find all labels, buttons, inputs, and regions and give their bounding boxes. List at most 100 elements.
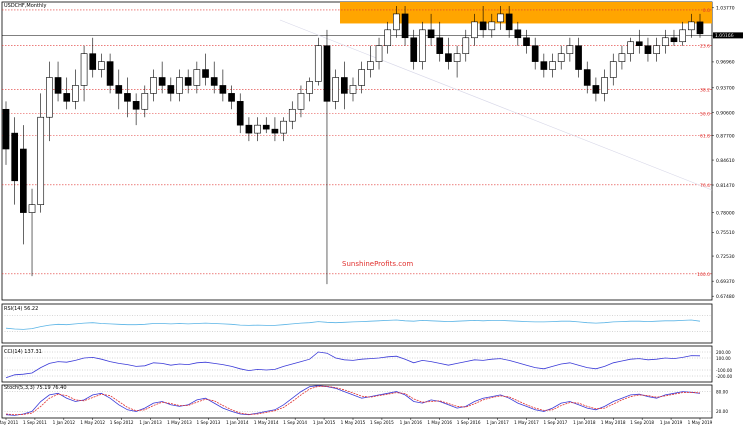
candle-bearish <box>340 77 348 94</box>
candle-bearish <box>63 93 71 102</box>
x-tick-label: 1 Sep 2012 <box>110 420 134 425</box>
x-tick-label: 1 Jan 2019 <box>660 420 683 425</box>
candle-bullish <box>280 120 287 134</box>
candle-bearish <box>106 61 114 86</box>
candle-bullish <box>193 69 201 86</box>
candle-bearish <box>592 85 600 94</box>
rsi-series-line <box>5 319 701 330</box>
candle-bearish <box>540 61 548 70</box>
candle-bearish <box>89 53 97 70</box>
candle-bullish <box>358 69 366 86</box>
candle-bullish <box>72 85 79 102</box>
y-tick-label: 0.72530 <box>716 254 735 260</box>
candle-bullish <box>349 85 357 94</box>
stoch-tick-label: 20.00 <box>716 409 728 414</box>
y-tick-label: 1.00230 <box>716 34 735 40</box>
candle-bearish <box>202 69 209 78</box>
candle-bearish <box>54 77 62 94</box>
x-tick-label: 1 Sep 2017 <box>543 420 567 425</box>
x-tick-label: 1 Jan 2013 <box>139 420 162 425</box>
candle-bullish <box>254 124 261 134</box>
candle-bullish <box>80 53 88 86</box>
cci-tick-label: 200.00 <box>716 350 731 355</box>
candle-bullish <box>488 21 496 31</box>
candle-bearish <box>228 93 235 102</box>
candle-bearish <box>514 29 522 39</box>
x-tick-label: 1 May 2019 <box>688 420 713 425</box>
x-tick-label: 1 May 2012 <box>80 420 105 425</box>
candle-bullish <box>627 41 634 54</box>
candle-bearish <box>219 85 227 94</box>
candle-bullish <box>471 21 478 39</box>
candle-bullish <box>601 77 608 94</box>
candle-bullish <box>566 45 574 54</box>
x-tick-label: 1 Jan 2015 <box>313 420 336 425</box>
candle-bullish <box>384 29 392 47</box>
stoch-tick-label: 80.00 <box>716 389 728 394</box>
y-tick-label: 0.96960 <box>716 60 735 66</box>
candle-bullish <box>393 13 400 31</box>
candle-bullish <box>314 45 322 82</box>
cci-tick-label: 100.00 <box>716 356 731 361</box>
candle-bearish <box>583 69 591 86</box>
x-tick-label: 1 May 2014 <box>254 420 279 425</box>
cci-title: CCI(14) 137.31 <box>4 349 42 355</box>
candle-bearish <box>696 21 704 35</box>
candle-bearish <box>158 77 166 86</box>
candle-bearish <box>505 13 513 31</box>
candle-bearish <box>644 45 652 54</box>
cci-tick-label: -100.00 <box>716 368 732 373</box>
y-tick-label: 0.78000 <box>716 210 735 216</box>
candle-bearish <box>323 45 331 102</box>
x-tick-label: 1 Jan 2012 <box>53 420 76 425</box>
x-tick-label: 1 May 2011 <box>0 420 19 425</box>
x-tick-label: 1 Jan 2018 <box>573 420 596 425</box>
x-tick-label: 1 May 2018 <box>601 420 626 425</box>
x-tick-label: 1 Jan 2014 <box>226 420 249 425</box>
y-tick-label: 0.69370 <box>716 279 735 285</box>
candle-bearish <box>124 93 131 102</box>
candle-bullish <box>653 45 660 54</box>
cci-panel-frame <box>1 345 713 383</box>
candle-bearish <box>236 101 244 126</box>
candle-bullish <box>609 61 617 78</box>
cci-tick-label: -200.00 <box>716 374 732 379</box>
candle-bullish <box>679 29 686 43</box>
candle-bearish <box>575 45 582 70</box>
y-tick-label: 1.03770 <box>716 6 735 12</box>
x-tick-label: 1 Sep 2018 <box>630 420 654 425</box>
fib-level-label: 38.2 <box>700 87 710 93</box>
candle-bullish <box>687 21 695 31</box>
fib-level-label: 61.8 <box>700 134 710 140</box>
fib-level-label: 100.0 <box>697 272 710 278</box>
candle-bearish <box>670 37 678 43</box>
candle-bullish <box>462 37 470 54</box>
candle-bearish <box>427 29 435 39</box>
x-tick-label: 1 Sep 2016 <box>457 420 481 425</box>
candle-bullish <box>176 77 183 94</box>
chart-title: USDCHF,Monthly <box>4 3 46 9</box>
stoch-series-line <box>5 385 701 416</box>
stoch-title: Stoch(5,3,3) 75.19 76.40 <box>4 385 67 391</box>
x-tick-label: 1 Jan 2016 <box>400 420 423 425</box>
candle-bearish <box>115 85 123 94</box>
candle-bearish <box>401 13 409 39</box>
candle-bearish <box>410 37 418 62</box>
candle-bearish <box>436 37 444 54</box>
current-price-label: 1.00166 <box>715 33 734 39</box>
y-tick-label: 0.84610 <box>716 158 735 164</box>
candle-bullish <box>306 81 313 94</box>
x-tick-label: 1 May 2017 <box>514 420 539 425</box>
stoch-series-line <box>5 385 701 416</box>
current-price-tag <box>713 32 743 39</box>
y-tick-label: 0.90600 <box>716 110 735 116</box>
rsi-title: RSI(14) 56.22 <box>4 306 38 312</box>
rsi-panel-frame <box>1 303 713 344</box>
candle-bullish <box>46 77 53 118</box>
candle-bullish <box>141 93 149 110</box>
y-tick-label: 0.75510 <box>716 230 735 236</box>
x-tick-label: 1 Sep 2011 <box>23 420 47 425</box>
candle-bearish <box>635 41 643 47</box>
candle-bullish <box>557 53 565 62</box>
